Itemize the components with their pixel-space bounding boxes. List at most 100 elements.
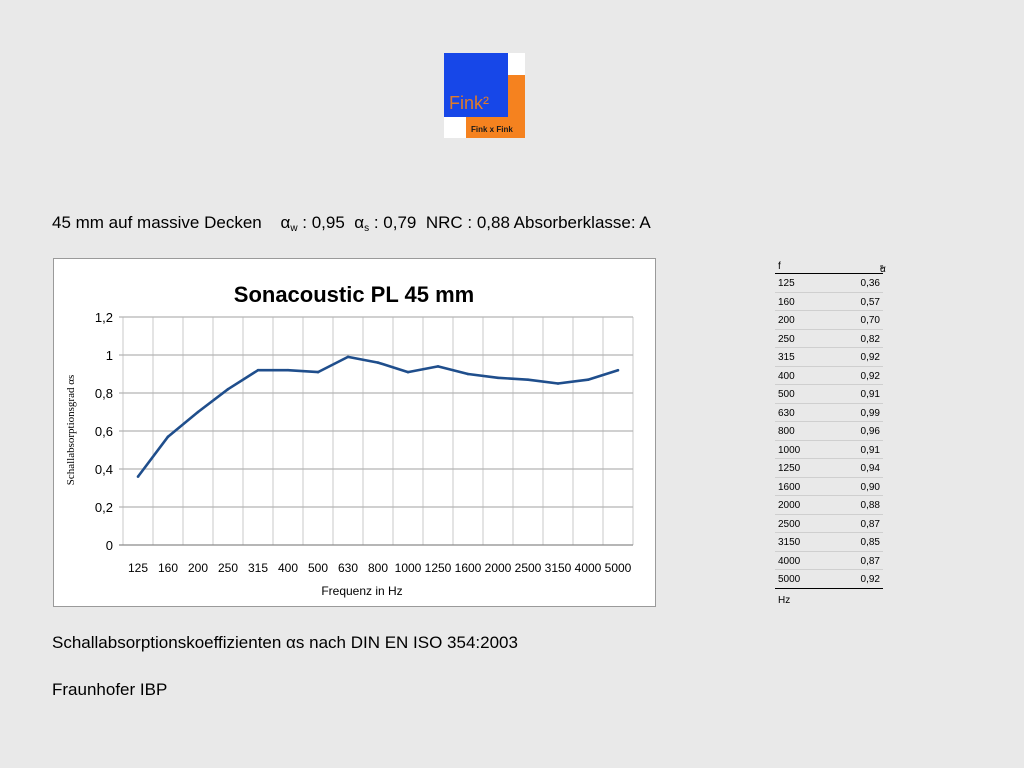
table-row: 4000 0,87: [775, 552, 883, 570]
table-cell-frequency: 500: [778, 389, 795, 400]
logo-name: Fink²: [449, 93, 489, 113]
x-tick-label: 200: [188, 561, 208, 575]
data-point: [556, 382, 560, 385]
x-tick-label: 1000: [395, 561, 422, 575]
table-row: 400 0,92: [775, 367, 883, 385]
table-cell-alpha: 0,87: [860, 518, 880, 530]
table-cell-alpha: 0,92: [860, 574, 880, 585]
table-cell-alpha: 0,36: [860, 278, 880, 289]
table-cell-alpha: 0,82: [860, 333, 880, 345]
alpha-s-label: αs : 0,79: [354, 213, 417, 234]
table-cell-alpha: 0,94: [860, 463, 880, 474]
table-cell-alpha: 0,87: [860, 555, 880, 567]
table-row: 2000 0,88: [775, 496, 883, 515]
table-cell-frequency: 5000: [778, 574, 801, 585]
table-cell-frequency: 125: [778, 278, 795, 289]
y-tick-label: 1: [106, 348, 113, 363]
y-tick-label: 0: [106, 538, 113, 553]
table-row: 500 0,91: [775, 385, 883, 404]
data-point: [406, 370, 410, 374]
chart-title: Sonacoustic PL 45 mm: [234, 282, 474, 307]
y-tick-label: 0,6: [95, 424, 113, 439]
table-row: 1000 0,91: [775, 441, 883, 459]
product-summary: 45 mm auf massive Decken αw : 0,95 αs : …: [52, 213, 651, 234]
data-point: [616, 368, 620, 372]
table-cell-frequency: 400: [778, 370, 795, 382]
data-point: [256, 368, 260, 372]
table-row: 630 0,99: [775, 404, 883, 422]
table-row: 800 0,96: [775, 422, 883, 441]
table-cell-frequency: 160: [778, 296, 795, 308]
table-row: 1600 0,90: [775, 478, 883, 496]
data-point: [316, 370, 320, 374]
table-row: 200 0,70: [775, 311, 883, 330]
x-tick-label: 630: [338, 561, 358, 575]
table-row: 315 0,92: [775, 348, 883, 367]
absorption-chart: Sonacoustic PL 45 mm Frequenz in Hz Scha…: [53, 258, 656, 607]
table-cell-alpha: 0,57: [860, 296, 880, 308]
chart-ylabel: Schallabsorptionsgrad αs: [65, 375, 77, 486]
table-row: 160 0,57: [775, 293, 883, 311]
chart-xlabel: Frequenz in Hz: [321, 584, 402, 598]
table-row: 250 0,82: [775, 330, 883, 348]
x-tick-label: 800: [368, 561, 388, 575]
nrc-class-text: NRC : 0,88 Absorberklasse: A: [425, 213, 651, 232]
table-row: 125 0,36: [775, 274, 883, 293]
alpha-w-label: αw : 0,95: [280, 213, 345, 234]
table-cell-frequency: 3150: [778, 537, 801, 548]
data-point: [496, 376, 500, 380]
table-cell-alpha: 0,92: [860, 352, 880, 363]
table-cell-frequency: 200: [778, 315, 795, 326]
source-text: Fraunhofer IBP: [52, 680, 168, 699]
data-point: [196, 410, 200, 414]
data-point: [226, 387, 230, 391]
table-row: 5000 0,92: [775, 570, 883, 589]
mounting-text: 45 mm auf massive Decken: [52, 213, 262, 232]
x-tick-label: 160: [158, 561, 178, 575]
table-cell-frequency: 1600: [778, 481, 801, 493]
table-cell-alpha: 0,90: [860, 481, 880, 493]
table-cell-frequency: 250: [778, 333, 795, 345]
data-point: [466, 372, 470, 376]
data-point: [286, 368, 290, 372]
table-cell-frequency: 4000: [778, 555, 801, 567]
caption: Schallabsorptionskoeffizienten αs nach D…: [52, 633, 518, 652]
chart-svg: Sonacoustic PL 45 mm Frequenz in Hz Scha…: [65, 282, 634, 598]
x-tick-label: 500: [308, 561, 328, 575]
series-line: [136, 355, 619, 478]
table-cell-alpha: 0,96: [860, 426, 880, 437]
data-point: [166, 435, 170, 438]
y-tick-label: 0,2: [95, 500, 113, 515]
data-point: [586, 378, 590, 381]
data-point: [136, 475, 140, 478]
x-tick-label: 315: [248, 561, 268, 575]
table-cell-frequency: 1000: [778, 444, 801, 456]
x-tick-label: 1250: [425, 561, 452, 575]
table-cell-alpha: 0,91: [860, 389, 880, 400]
table-cell-alpha: 0,91: [860, 444, 880, 456]
table-cell-alpha: 0,88: [860, 500, 880, 511]
data-point: [376, 361, 380, 364]
x-tick-label: 2500: [515, 561, 542, 575]
table-cell-alpha: 0,92: [860, 370, 880, 382]
logo-tagline: Fink x Fink: [471, 125, 513, 134]
table-cell-frequency: 1250: [778, 463, 801, 474]
y-tick-label: 0,8: [95, 386, 113, 401]
table-cell-frequency: 315: [778, 352, 795, 363]
table-row: 3150 0,85: [775, 533, 883, 552]
x-tick-label: 2000: [485, 561, 512, 575]
y-tick-label: 0,4: [95, 462, 113, 477]
table-cell-frequency: 2000: [778, 500, 801, 511]
x-tick-label: 3150: [545, 561, 572, 575]
fink-logo: Fink² Fink x Fink: [444, 53, 525, 138]
table-cell-alpha: 0,70: [860, 315, 880, 326]
x-tick-label: 5000: [605, 561, 632, 575]
table-row: 2500 0,87: [775, 515, 883, 533]
y-tick-label: 1,2: [95, 310, 113, 325]
table-cell-alpha: 0,99: [860, 407, 880, 419]
data-point: [346, 355, 350, 359]
table-cell-alpha: 0,85: [860, 537, 880, 548]
x-tick-label: 4000: [575, 561, 602, 575]
